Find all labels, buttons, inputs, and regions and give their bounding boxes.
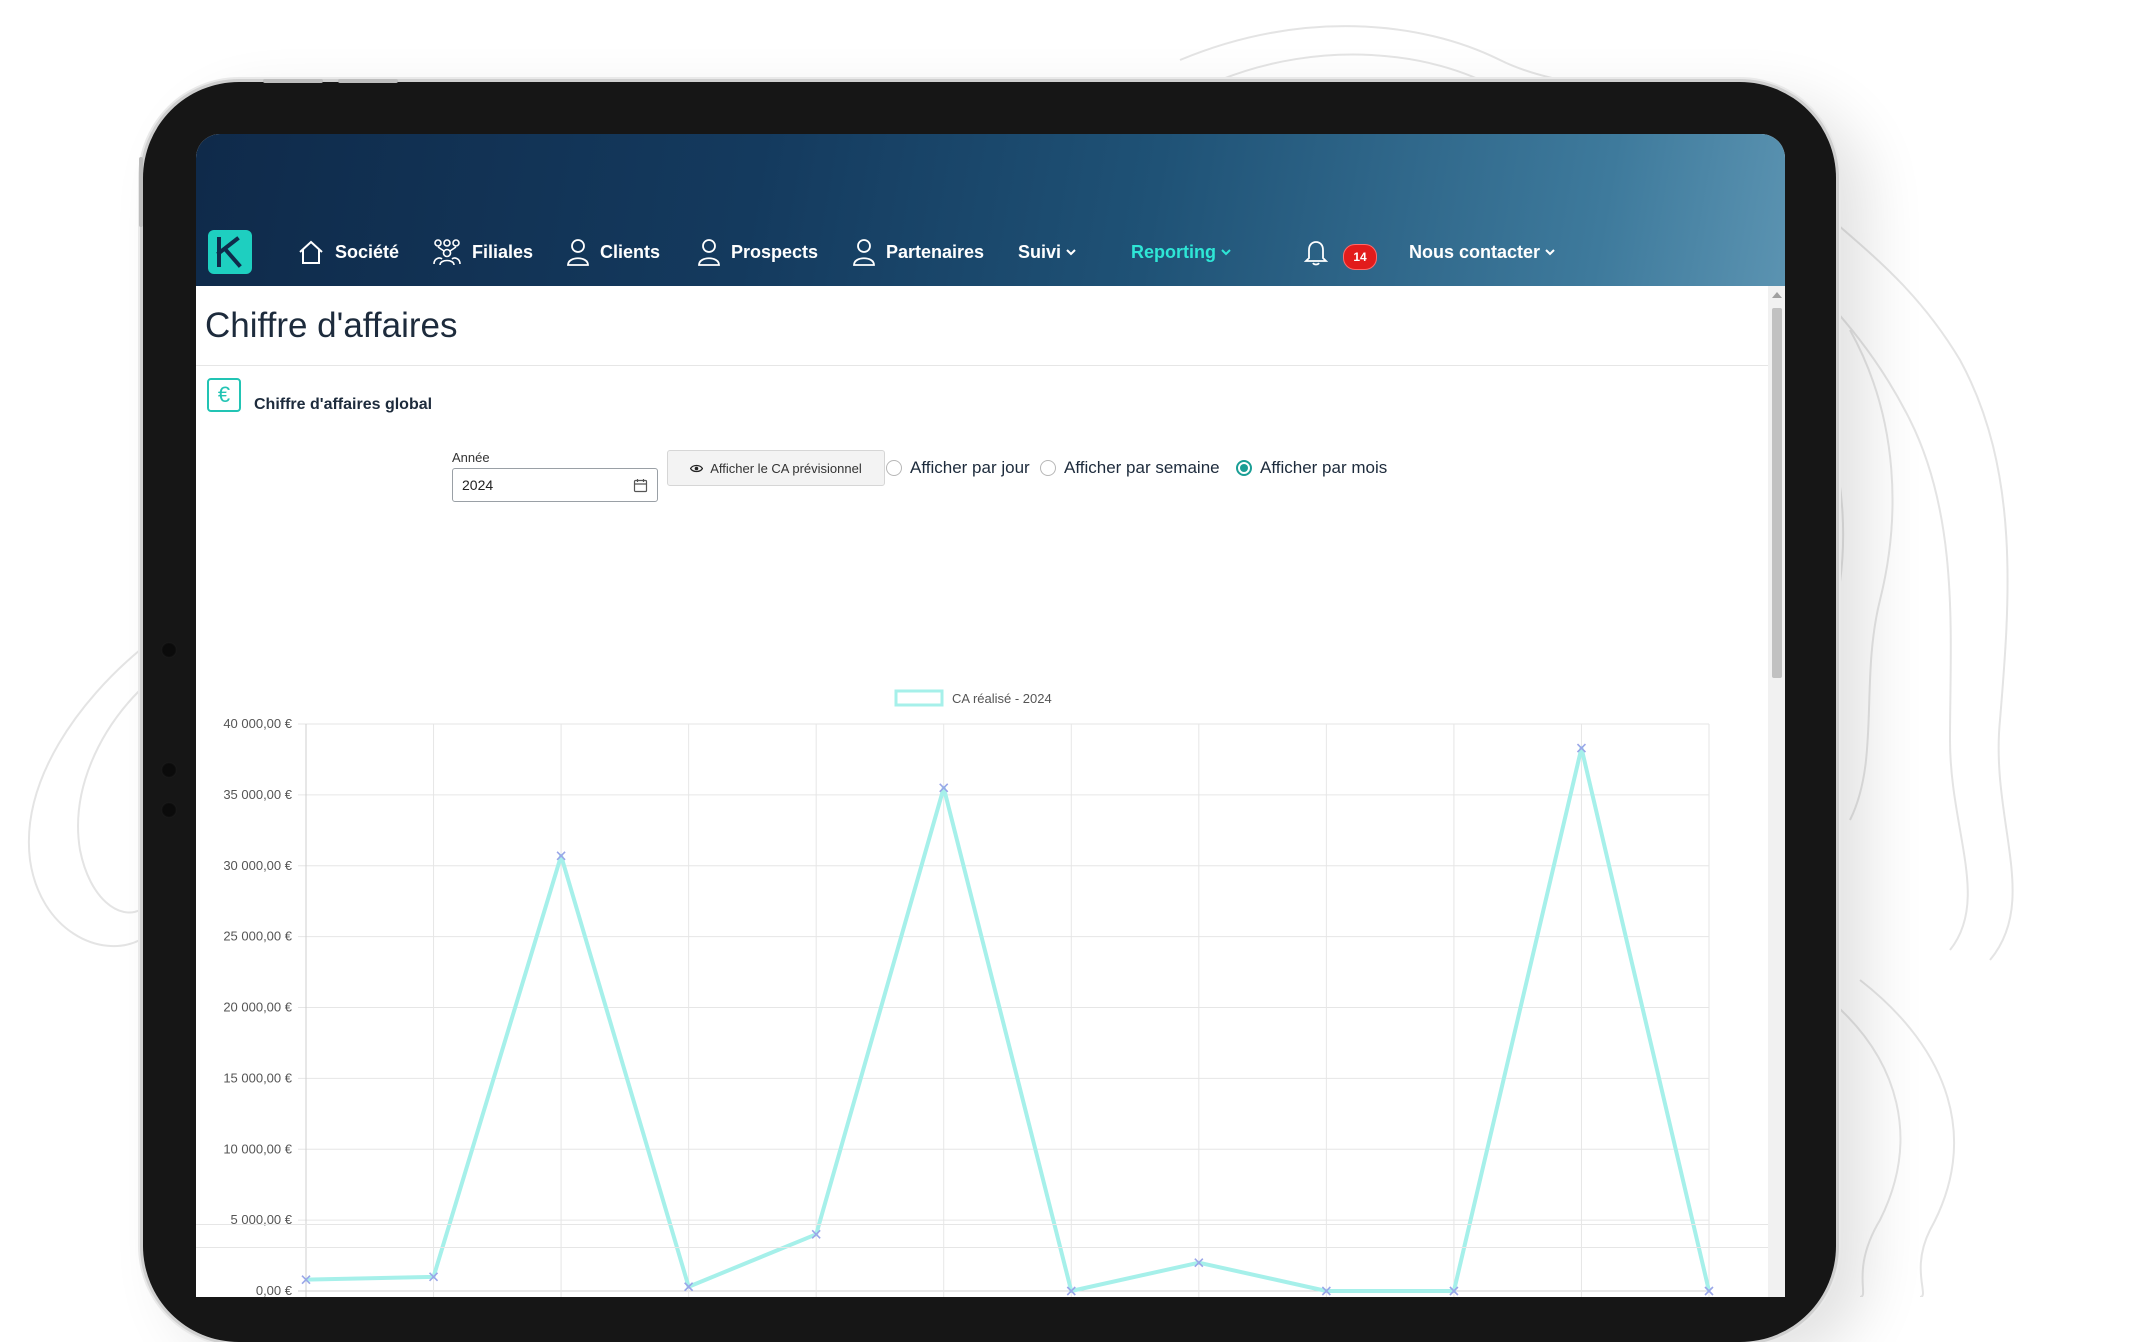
y-tick-label: 30 000,00 €	[223, 858, 292, 873]
tablet-sensor	[161, 762, 177, 778]
show-forecast-label: Afficher le CA prévisionnel	[710, 460, 862, 476]
show-forecast-button[interactable]: Afficher le CA prévisionnel	[667, 450, 885, 486]
data-point-marker	[1449, 1286, 1459, 1296]
scroll-up-arrow[interactable]	[1772, 292, 1782, 298]
revenue-line-chart: 0,00 € 5 000,00 € 10 000,00 € 15 000,00 € 20…	[223, 689, 1714, 1297]
chevron-down-icon	[1221, 249, 1231, 256]
nav-prospects-label: Prospects	[731, 241, 819, 262]
data-point-marker	[1576, 743, 1587, 753]
home-icon	[299, 240, 323, 264]
data-point-marker	[1704, 1286, 1714, 1296]
y-tick-label: 0,00 €	[256, 1283, 293, 1297]
radio-by-week-label: Afficher par semaine	[1064, 458, 1220, 477]
divider	[196, 365, 1768, 366]
radio-by-month[interactable]: Afficher par mois	[1236, 458, 1387, 478]
scrollbar-thumb[interactable]	[1772, 308, 1782, 678]
user-icon	[853, 239, 875, 266]
year-input-value: 2024	[462, 477, 494, 493]
nav-societe-label: Société	[335, 241, 400, 262]
bell-icon	[1303, 241, 1329, 266]
y-tick-label: 40 000,00 €	[223, 716, 292, 731]
nav-contact[interactable]: Nous contacter	[1409, 238, 1556, 266]
app-screen: Société Filiales Clients	[196, 134, 1785, 1297]
background-contour-lines	[27, 25, 2014, 1297]
y-tick-label: 5 000,00 €	[231, 1212, 293, 1227]
radio-by-day-control[interactable]	[886, 460, 902, 476]
y-tick-label: 25 000,00 €	[223, 929, 292, 944]
nav-clients[interactable]: Clients	[566, 238, 660, 266]
nav-contact-label: Nous contacter	[1409, 241, 1541, 262]
notifications-button[interactable]	[1303, 238, 1329, 266]
nav-suivi[interactable]: Suivi	[1018, 238, 1077, 266]
tablet-camera	[161, 642, 177, 658]
vertical-scrollbar[interactable]	[1768, 286, 1785, 1297]
section-title: Chiffre d'affaires global	[254, 396, 433, 413]
notification-count-badge: 14	[1343, 244, 1377, 270]
chevron-down-icon	[1066, 249, 1076, 256]
nav-clients-label: Clients	[600, 241, 661, 262]
nav-reporting[interactable]: Reporting	[1131, 238, 1232, 266]
nav-societe[interactable]: Société	[297, 238, 399, 266]
network-icon	[433, 239, 461, 266]
main-navigation: Société Filiales Clients	[196, 230, 1785, 290]
year-input[interactable]: 2024	[452, 468, 658, 502]
radio-by-month-label: Afficher par mois	[1260, 458, 1388, 477]
year-label: Année	[452, 450, 490, 465]
legend-label: CA réalisé - 2024	[952, 691, 1052, 706]
data-point-marker	[811, 1229, 821, 1239]
tablet-power-button	[338, 79, 398, 83]
data-point-marker	[428, 1272, 439, 1282]
radio-by-month-control[interactable]	[1236, 460, 1252, 476]
divider	[196, 1247, 1768, 1248]
series-line	[305, 746, 1711, 1293]
radio-by-week-control[interactable]	[1040, 460, 1056, 476]
data-point-marker	[1321, 1286, 1331, 1296]
data-point-marker	[1194, 1258, 1204, 1268]
tablet-volume-button	[263, 79, 323, 83]
y-tick-label: 10 000,00 €	[223, 1141, 292, 1156]
nav-partenaires-label: Partenaires	[886, 241, 985, 262]
main-content: Chiffre d'affaires € Chiffre d'affaires …	[196, 286, 1768, 1297]
data-point-marker	[556, 851, 566, 861]
chevron-down-icon	[1545, 249, 1555, 256]
data-point-marker	[684, 1282, 694, 1292]
y-tick-label: 35 000,00 €	[223, 787, 292, 802]
radio-by-day[interactable]: Afficher par jour	[886, 458, 1030, 478]
page-title: Chiffre d'affaires	[205, 306, 458, 345]
legend-swatch	[894, 689, 944, 707]
nav-filiales[interactable]: Filiales	[432, 238, 533, 266]
app-logo[interactable]	[208, 230, 252, 274]
y-tick-label: 15 000,00 €	[223, 1070, 292, 1085]
data-point-marker	[939, 783, 949, 793]
nav-filiales-label: Filiales	[472, 241, 534, 262]
tablet-sensor	[161, 802, 177, 818]
data-point-marker	[1066, 1286, 1076, 1296]
nav-reporting-label: Reporting	[1131, 241, 1216, 262]
eye-icon	[690, 464, 704, 472]
nav-suivi-label: Suivi	[1018, 241, 1062, 262]
y-tick-label: 20 000,00 €	[223, 1000, 292, 1015]
user-icon	[567, 239, 589, 266]
calendar-icon[interactable]	[633, 478, 648, 493]
user-icon	[698, 239, 720, 266]
radio-by-week[interactable]: Afficher par semaine	[1040, 458, 1220, 478]
divider	[196, 1224, 1768, 1225]
tablet-side-button	[139, 157, 143, 227]
k-logo-icon	[216, 236, 242, 268]
top-navbar: Société Filiales Clients	[196, 134, 1785, 286]
data-point-marker	[301, 1275, 311, 1285]
radio-by-day-label: Afficher par jour	[910, 458, 1030, 477]
euro-icon: €	[207, 378, 241, 412]
nav-prospects[interactable]: Prospects	[697, 238, 818, 266]
nav-partenaires[interactable]: Partenaires	[852, 238, 984, 266]
